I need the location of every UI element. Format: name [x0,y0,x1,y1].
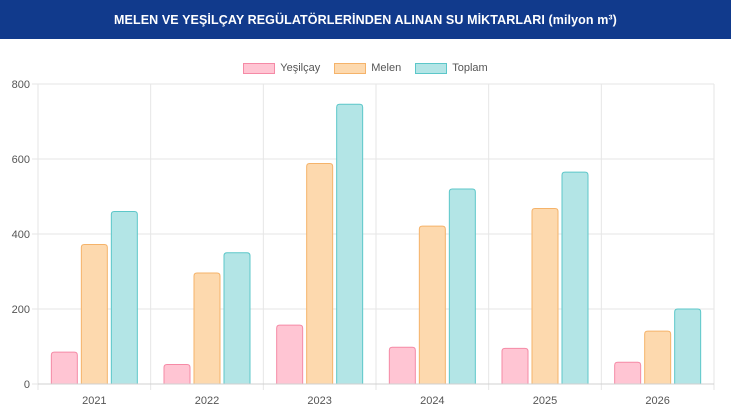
x-tick-label: 2026 [645,395,669,407]
bar-melen-2024 [418,225,446,385]
bar-toplam-2022 [223,252,251,385]
legend-label-melen: Melen [371,62,402,74]
bar-yeşilçay-2023 [276,324,304,385]
legend-item-yesilcay[interactable]: Yeşilçay [243,62,320,74]
bar-melen-2026 [644,330,672,385]
bar-yeşilçay-2025 [501,347,529,385]
y-tick-label: 400 [12,229,30,241]
y-tick-label: 600 [12,154,30,166]
x-tick-label: 2024 [420,395,444,407]
x-tick-label: 2025 [533,395,557,407]
bar-yeşilçay-2026 [614,361,642,385]
bar-toplam-2024 [448,188,476,385]
bar-yeşilçay-2024 [388,346,416,385]
bar-melen-2021 [80,244,108,385]
bar-toplam-2021 [110,211,138,385]
x-tick-label: 2021 [82,395,106,407]
bar-melen-2023 [306,163,334,385]
y-tick-label: 800 [12,79,30,91]
bar-toplam-2026 [674,308,702,385]
x-tick-label: 2022 [195,395,219,407]
legend-swatch-melen [334,62,367,74]
bar-toplam-2023 [336,103,364,385]
y-tick-label: 0 [24,379,30,391]
legend-swatch-toplam [415,62,448,74]
bar-yeşilçay-2022 [163,364,191,385]
legend-item-toplam[interactable]: Toplam [415,62,488,74]
chart-header: MELEN VE YEŞİLÇAY REGÜLATÖRLERİNDEN ALIN… [0,0,731,39]
bar-melen-2025 [531,208,559,385]
x-tick-label: 2023 [307,395,331,407]
chart-title: MELEN VE YEŞİLÇAY REGÜLATÖRLERİNDEN ALIN… [114,12,617,27]
bar-yeşilçay-2021 [50,351,78,385]
legend-label-toplam: Toplam [452,62,488,74]
legend-swatch-yesilcay [243,62,276,74]
bar-toplam-2025 [561,171,589,385]
bar-melen-2022 [193,272,221,385]
chart-legend: Yeşilçay Melen Toplam [0,62,731,74]
y-tick-label: 200 [12,304,30,316]
legend-item-melen[interactable]: Melen [334,62,401,74]
legend-label-yesilcay: Yeşilçay [280,62,321,74]
